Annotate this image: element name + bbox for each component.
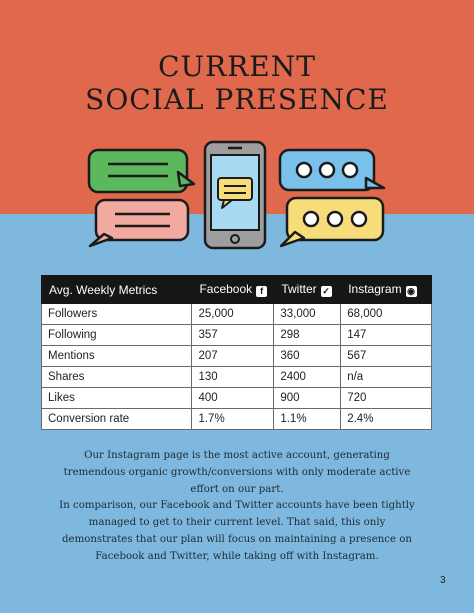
- twitter-value: 900: [273, 387, 342, 409]
- social-illustration: [87, 140, 386, 250]
- header-instagram: Instagram ◉: [340, 275, 432, 304]
- table-header-row: Avg. Weekly Metrics Facebook f Twitter ✓ I…: [40, 275, 432, 304]
- twitter-icon: ✓: [320, 286, 332, 297]
- blue-typing-bubble-icon: [278, 148, 386, 192]
- metrics-table: Avg. Weekly Metrics Facebook f Twitter ✓ I…: [40, 275, 432, 430]
- row-label: Following: [40, 324, 193, 346]
- table-row: Shares 130 2400 n/a: [40, 366, 432, 388]
- pink-chat-bubble-icon: [88, 198, 190, 248]
- instagram-value: 567: [340, 345, 432, 367]
- facebook-value: 25,000: [191, 303, 275, 325]
- title-line-2: SOCIAL PRESENCE: [85, 83, 389, 116]
- facebook-value: 357: [191, 324, 275, 346]
- header-metrics: Avg. Weekly Metrics: [40, 275, 193, 304]
- instagram-value: 2.4%: [340, 408, 432, 430]
- facebook-value: 1.7%: [191, 408, 275, 430]
- row-label: Followers: [40, 303, 193, 325]
- header-facebook: Facebook f: [191, 275, 275, 304]
- smartphone-icon: [203, 140, 267, 250]
- instagram-value: 68,000: [340, 303, 432, 325]
- table-row: Followers 25,000 33,000 68,000: [40, 303, 432, 325]
- instagram-value: n/a: [340, 366, 432, 388]
- table-row: Mentions 207 360 567: [40, 345, 432, 367]
- twitter-value: 1.1%: [273, 408, 342, 430]
- table-row: Likes 400 900 720: [40, 387, 432, 409]
- table-row: Conversion rate 1.7% 1.1% 2.4%: [40, 408, 432, 430]
- instagram-value: 720: [340, 387, 432, 409]
- facebook-value: 130: [191, 366, 275, 388]
- row-label: Conversion rate: [40, 408, 193, 430]
- table-row: Following 357 298 147: [40, 324, 432, 346]
- row-label: Likes: [40, 387, 193, 409]
- title-line-1: CURRENT: [158, 50, 316, 83]
- facebook-icon: f: [256, 286, 268, 297]
- page-number: 3: [440, 575, 446, 586]
- facebook-value: 207: [191, 345, 275, 367]
- yellow-typing-bubble-icon: [279, 196, 385, 248]
- paragraph-comparison: In comparison, our Facebook and Twitter …: [59, 500, 415, 562]
- row-label: Shares: [40, 366, 193, 388]
- green-chat-bubble-icon: [87, 148, 196, 194]
- instagram-icon: ◉: [405, 286, 417, 297]
- paragraph-instagram-summary: Our Instagram page is the most active ac…: [63, 450, 411, 495]
- page-title: CURRENT SOCIAL PRESENCE: [0, 50, 474, 116]
- twitter-value: 33,000: [273, 303, 342, 325]
- facebook-value: 400: [191, 387, 275, 409]
- twitter-value: 360: [273, 345, 342, 367]
- header-twitter: Twitter ✓: [273, 275, 342, 304]
- row-label: Mentions: [40, 345, 193, 367]
- twitter-value: 2400: [273, 366, 342, 388]
- instagram-value: 147: [340, 324, 432, 346]
- twitter-value: 298: [273, 324, 342, 346]
